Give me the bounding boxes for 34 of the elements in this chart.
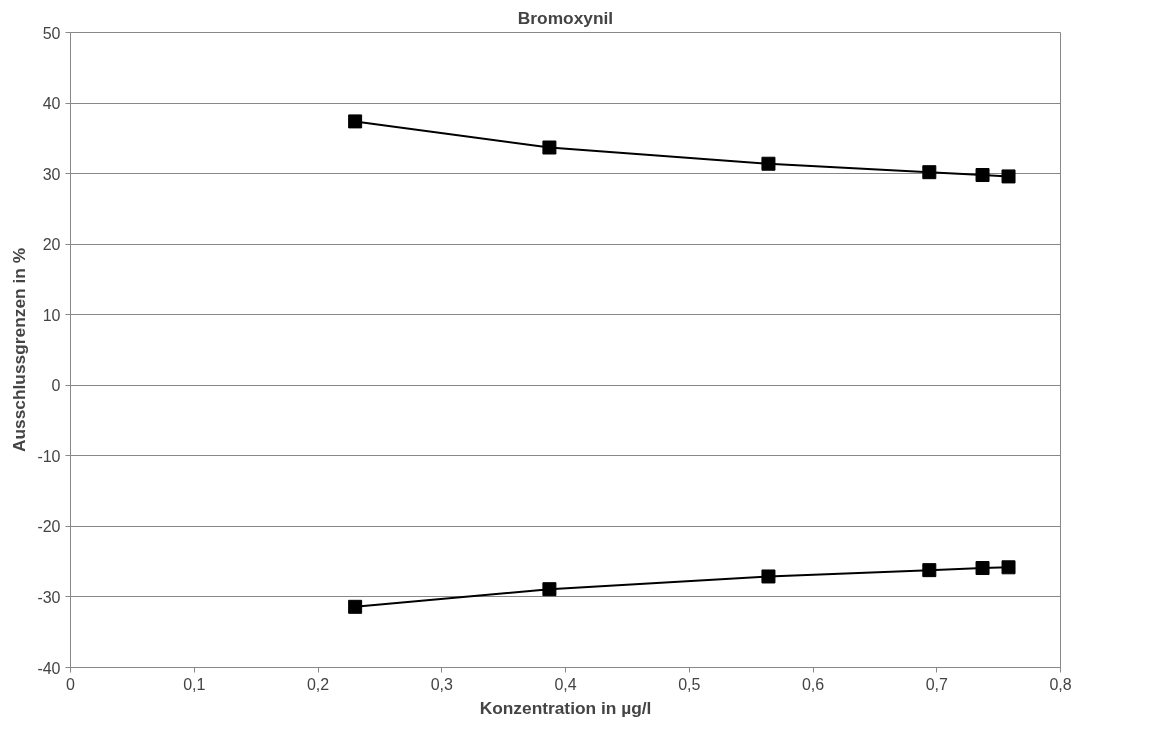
y-tick-label: -30 [37, 588, 61, 606]
y-tick-label: 50 [42, 24, 61, 42]
x-tick-label: 0,7 [925, 675, 948, 693]
point [1001, 560, 1016, 575]
y-tick-label: 0 [51, 377, 61, 395]
point [1001, 169, 1016, 184]
y-tick-label: 20 [42, 236, 61, 254]
point [922, 165, 937, 180]
y-tick-label: 40 [42, 95, 61, 113]
x-tick-label: 0,3 [430, 675, 453, 693]
x-tick-label: 0,4 [554, 675, 577, 693]
x-tick-label: 0,1 [183, 675, 206, 693]
point [761, 569, 776, 584]
point [348, 114, 363, 129]
y-tick-label: -40 [37, 659, 61, 677]
y-tick-label: 10 [42, 306, 61, 324]
y-tick-label: 30 [42, 165, 61, 183]
x-tick-label: 0,8 [1049, 675, 1072, 693]
y-tick-label: -10 [37, 447, 61, 465]
chart-title: Bromoxynil [517, 7, 614, 28]
x-tick-label: 0,6 [801, 675, 825, 693]
point [975, 561, 990, 576]
point [542, 582, 557, 597]
x-tick-label: 0 [66, 675, 76, 693]
x-tick-label: 0,2 [306, 675, 330, 693]
point [975, 168, 990, 183]
x-tick-label: 0,5 [678, 675, 701, 693]
y-axis-title: Ausschlussgrenzen in % [9, 247, 30, 453]
y-tick-label: -20 [37, 518, 61, 536]
point [761, 156, 776, 171]
point [542, 140, 557, 155]
point [348, 599, 363, 614]
x-axis-title: Konzentration in µg/l [479, 697, 652, 718]
point [922, 563, 937, 578]
